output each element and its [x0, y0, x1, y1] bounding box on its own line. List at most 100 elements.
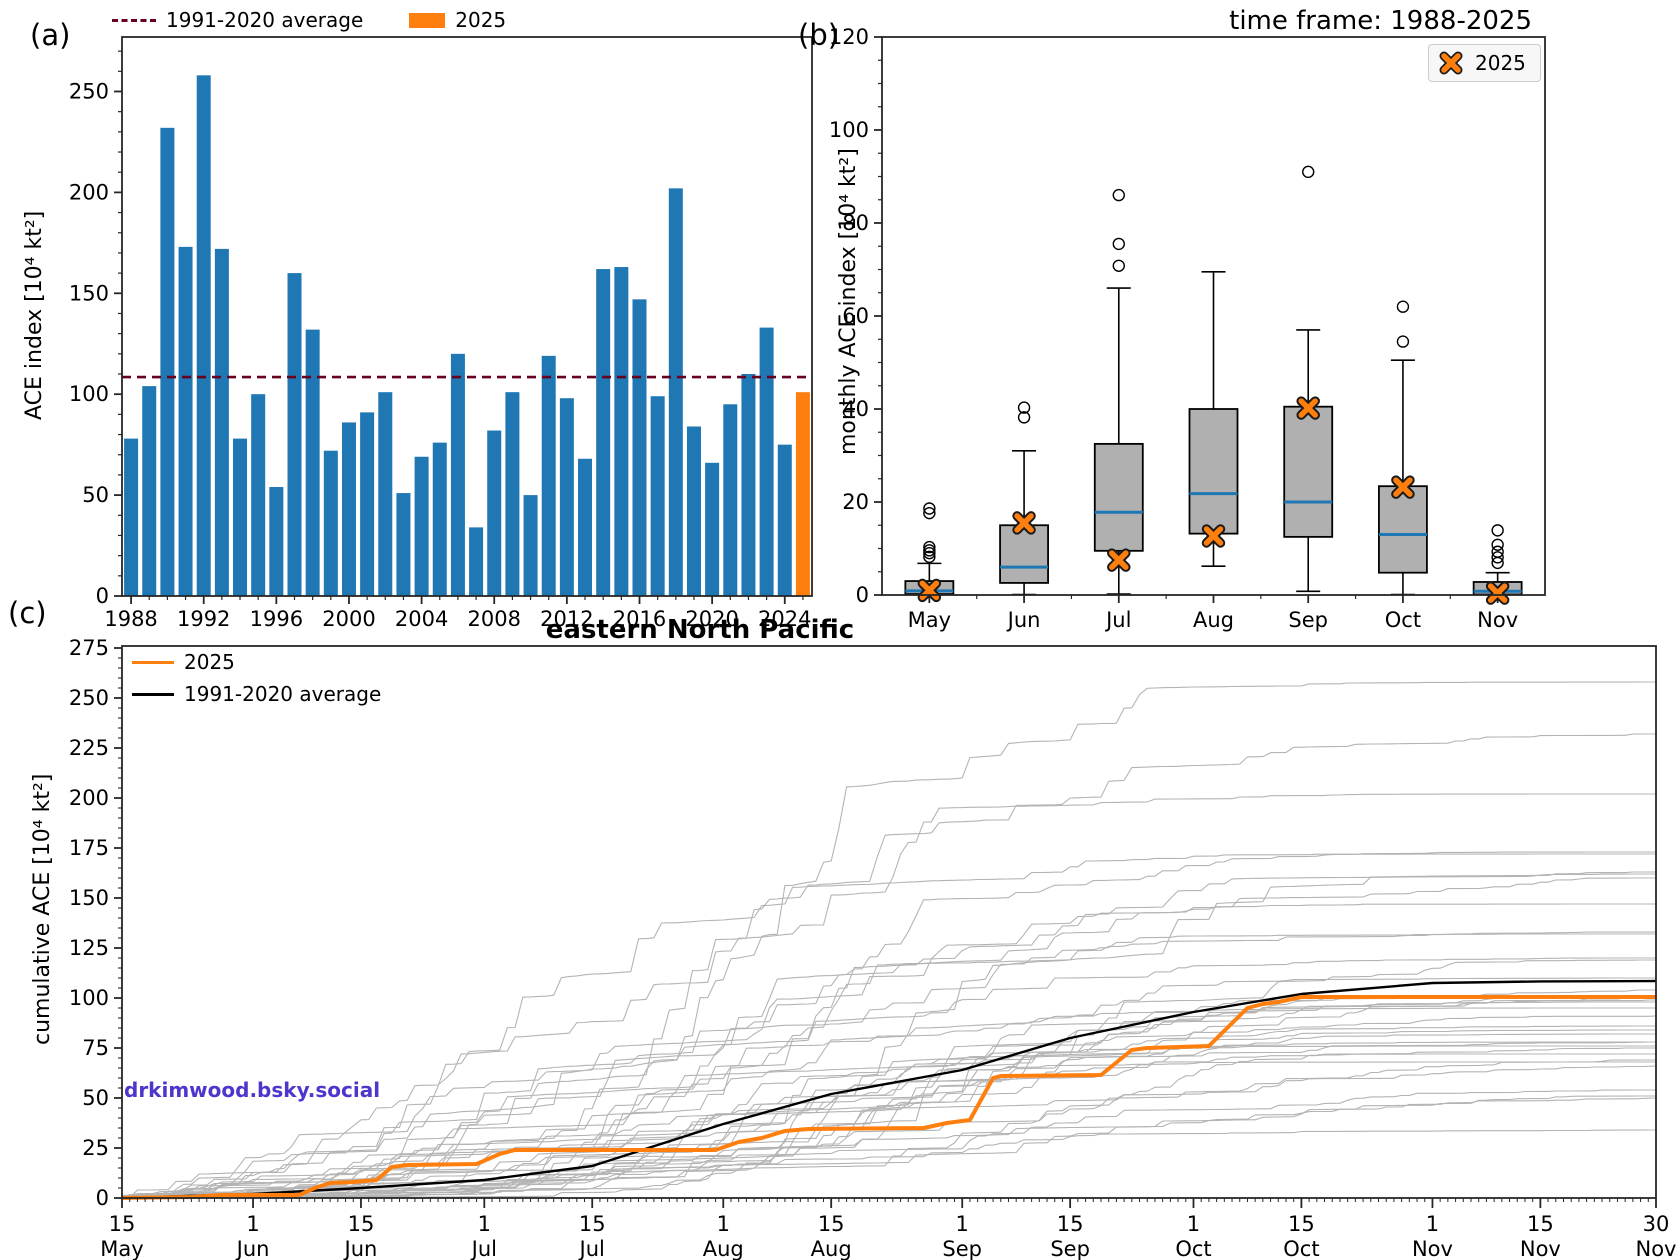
svg-text:60: 60: [842, 304, 869, 328]
bar-2011: [541, 355, 556, 596]
panel-c-legend-average: 1991-2020 average: [132, 682, 381, 706]
year-curve-2017: [121, 999, 1656, 1199]
line-2025-swatch: [132, 660, 174, 664]
watermark-link[interactable]: drkimwood.bsky.social: [124, 1078, 381, 1102]
bar-2023: [759, 327, 774, 596]
svg-text:100: 100: [829, 118, 869, 142]
bar-2016: [632, 299, 647, 596]
svg-text:Nov: Nov: [1520, 1237, 1561, 1260]
outlier-point: [923, 550, 936, 564]
outlier-point: [923, 540, 936, 554]
svg-text:Oct: Oct: [1283, 1237, 1319, 1260]
year-curve-2012: [122, 1001, 1656, 1199]
panel-b-ticks: 0 20 40 60 80 100 120 May Jun Jul Aug Sep Oct Nov: [829, 25, 1518, 632]
year-curve-1994: [121, 1041, 1656, 1199]
panel-b-title: time frame: 1988-2025: [1229, 6, 1532, 36]
svg-text:1: 1: [956, 1212, 969, 1236]
svg-text:Jun: Jun: [1006, 608, 1041, 632]
panel-c-background-years: [121, 681, 1657, 1199]
bar-2024: [777, 444, 792, 596]
year-curve-2023: [121, 931, 1657, 1199]
svg-text:1996: 1996: [250, 607, 303, 631]
bar-1998: [305, 329, 320, 596]
svg-text:2004: 2004: [395, 607, 448, 631]
boxplot-Sep: [1283, 165, 1334, 593]
boxplot-Aug: [1188, 271, 1239, 567]
curve-2025: [121, 995, 1656, 1200]
svg-text:125: 125: [69, 936, 109, 960]
panel-c-ticks: 025507510012515017520022525027515May1Jun…: [69, 636, 1677, 1260]
boxplot-Oct: [1378, 300, 1428, 596]
year-curve-2006: [121, 957, 1656, 1199]
svg-text:20: 20: [842, 490, 869, 514]
bar-2008: [487, 430, 502, 596]
panel-c-legend-2025-label: 2025: [184, 650, 235, 674]
year-curve-1991: [122, 851, 1656, 1199]
panel-a-legend-average-label: 1991-2020 average: [166, 8, 364, 32]
bar-2013: [578, 458, 593, 596]
svg-text:0: 0: [856, 583, 869, 607]
panel-c-letter: (c): [8, 596, 47, 630]
svg-text:75: 75: [82, 1036, 109, 1060]
outlier-point: [1112, 237, 1125, 251]
svg-text:1: 1: [717, 1212, 730, 1236]
panel-c-title: eastern North Pacific: [545, 615, 855, 645]
bar-2001: [360, 412, 375, 596]
svg-text:250: 250: [69, 686, 109, 710]
panel-a-legend: 1991-2020 average 2025: [112, 8, 506, 32]
outlier-point: [1491, 551, 1504, 564]
panel-b: 0 20 40 60 80 100 120 May Jun Jul Aug Sep Oct Nov: [829, 25, 1546, 632]
panel-b-legend: 2025: [1428, 44, 1541, 82]
svg-text:15: 15: [1527, 1212, 1554, 1236]
panel-c-ylabel: cumulative ACE [10⁴ kt²]: [30, 773, 55, 1045]
year-curve-2021: [122, 1007, 1656, 1199]
svg-text:Sep: Sep: [1288, 608, 1328, 632]
bar-1994: [233, 438, 248, 596]
bar-2012: [559, 398, 574, 596]
svg-text:2000: 2000: [322, 607, 375, 631]
svg-text:0: 0: [96, 584, 109, 608]
year-curve-2024: [121, 1047, 1656, 1199]
average-dash-swatch: [112, 18, 156, 22]
svg-text:275: 275: [69, 636, 109, 660]
svg-text:Nov: Nov: [1636, 1237, 1677, 1260]
year-curve-2010: [122, 1097, 1657, 1199]
svg-text:15: 15: [579, 1212, 606, 1236]
bar-2018: [668, 188, 683, 596]
year-curve-2015: [121, 871, 1656, 1199]
bar-2015: [614, 267, 629, 596]
bar-2019: [686, 426, 701, 596]
bar-1996: [269, 487, 284, 596]
bar-2017: [650, 396, 665, 596]
svg-text:2012: 2012: [540, 607, 593, 631]
year-curve-2020: [121, 1065, 1657, 1196]
panel-a-ylabel: ACE index [10⁴ kt²]: [22, 210, 47, 420]
outlier-point: [1302, 165, 1315, 179]
svg-text:1992: 1992: [177, 607, 230, 631]
svg-text:1: 1: [246, 1212, 259, 1236]
svg-text:250: 250: [69, 79, 109, 103]
svg-text:50: 50: [82, 1086, 109, 1110]
svg-text:Nov: Nov: [1412, 1237, 1453, 1260]
bar-2006: [450, 353, 465, 596]
svg-text:100: 100: [69, 382, 109, 406]
year-curve-1992: [121, 681, 1656, 1199]
bar-2004: [414, 456, 429, 596]
marker-2025-Oct: [1391, 475, 1415, 499]
boxplot-Jun: [999, 401, 1049, 596]
bar-1995: [251, 394, 266, 596]
panel-b-ylabel: monthly ACE index [10⁴ kt²]: [836, 148, 861, 455]
panel-a-letter: (a): [30, 18, 71, 52]
bar-1990: [160, 127, 175, 597]
svg-text:50: 50: [82, 483, 109, 507]
outlier-point: [1491, 524, 1504, 537]
svg-text:100: 100: [69, 986, 109, 1010]
marker-2025-Aug: [1201, 524, 1226, 548]
panel-a-ticks: 0 50 100 150 200 250 1988 1992 1996 2000 2004 2008 2…: [69, 50, 811, 631]
svg-text:Jul: Jul: [470, 1237, 497, 1260]
svg-text:2024: 2024: [758, 607, 811, 631]
outlier-point: [923, 544, 936, 557]
panel-a-bars: [124, 75, 810, 597]
svg-text:150: 150: [69, 886, 109, 910]
year-curve-2019: [121, 1029, 1656, 1199]
